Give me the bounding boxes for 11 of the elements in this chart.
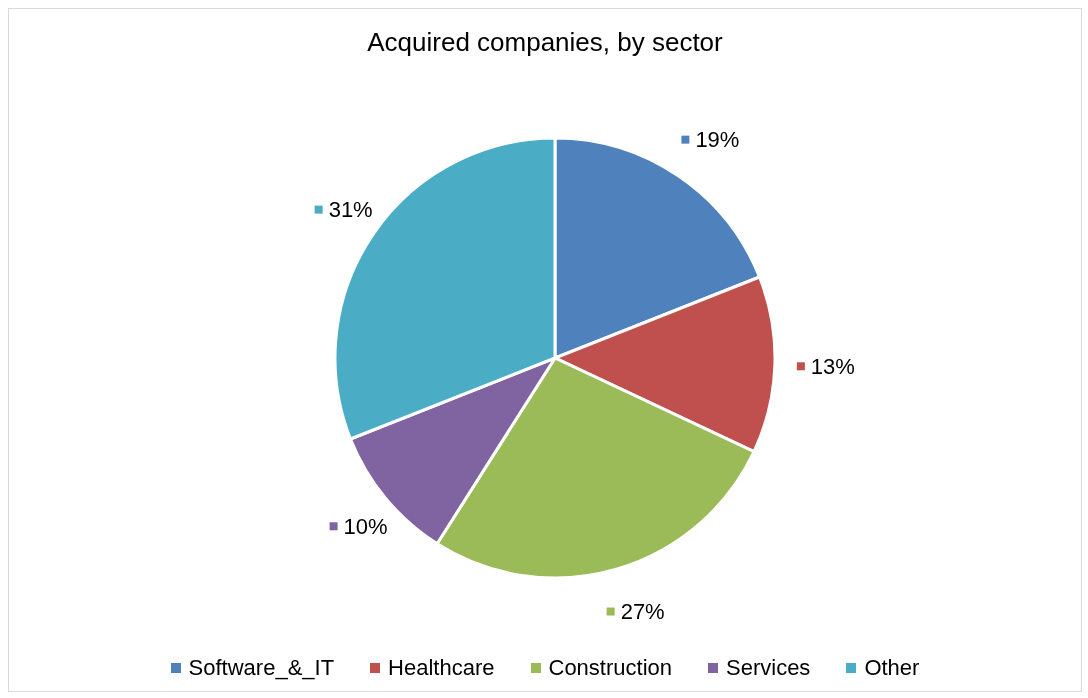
legend-label: Healthcare — [387, 655, 495, 681]
legend-label: Construction — [547, 655, 673, 681]
legend-label: Services — [725, 655, 811, 681]
data-label: 13% — [810, 353, 855, 379]
chart-title: Acquired companies, by sector — [366, 27, 724, 58]
legend-label: Software_&_IT — [187, 655, 335, 681]
legend-label: Other — [863, 655, 920, 681]
data-label: 31% — [328, 197, 373, 223]
data-label: 10% — [343, 513, 388, 539]
data-label: 27% — [620, 599, 665, 625]
data-label: 19% — [695, 127, 740, 153]
